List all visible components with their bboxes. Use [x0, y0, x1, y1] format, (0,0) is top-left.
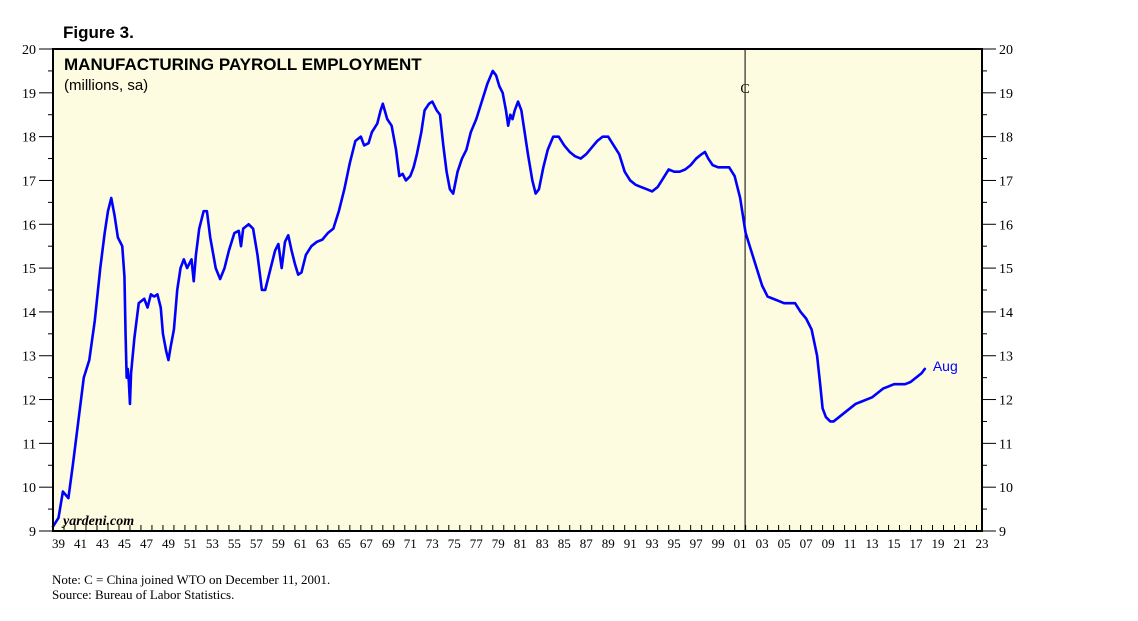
x-tick-label: 55 — [228, 536, 241, 551]
x-tick-label: 47 — [140, 536, 154, 551]
end-label: Aug — [933, 358, 958, 374]
x-tick-label: 23 — [976, 536, 989, 551]
y-tick-label-left: 20 — [22, 43, 36, 58]
x-tick-label: 57 — [250, 536, 264, 551]
y-axis-right: 9 10 11 12 13 14 15 16 17 18 19 20 — [982, 43, 1013, 540]
y-tick-label-left: 15 — [22, 262, 36, 277]
x-tick-label: 03 — [756, 536, 769, 551]
x-tick-label: 97 — [690, 536, 704, 551]
note-line: Note: C = China joined WTO on December 1… — [52, 572, 330, 587]
x-tick-label: 61 — [294, 536, 307, 551]
plot-frame — [52, 48, 983, 532]
x-tick-label: 51 — [184, 536, 197, 551]
x-tick-label: 85 — [558, 536, 571, 551]
x-tick-label: 07 — [800, 536, 814, 551]
x-tick-label: 45 — [118, 536, 131, 551]
source-line: Source: Bureau of Labor Statistics. — [52, 587, 234, 602]
y-tick-label-right: 20 — [999, 43, 1013, 58]
x-tick-label: 19 — [932, 536, 945, 551]
figure-label: Figure 3. — [63, 23, 134, 42]
x-tick-label: 59 — [272, 536, 285, 551]
x-tick-label: 73 — [426, 536, 439, 551]
x-tick-label: 49 — [162, 536, 175, 551]
y-tick-label-right: 11 — [999, 437, 1012, 452]
y-tick-label-right: 12 — [999, 394, 1013, 409]
x-axis: 39 41 43 45 47 49 51 53 55 57 59 61 63 65 67 69 71 73 75 77… — [52, 525, 989, 551]
y-tick-label-left: 12 — [22, 394, 36, 409]
annotation-label: C — [740, 82, 749, 97]
x-tick-label: 95 — [668, 536, 681, 551]
annotations: C — [740, 49, 750, 531]
x-tick-label: 93 — [646, 536, 659, 551]
x-tick-label: 41 — [74, 536, 87, 551]
x-tick-label: 21 — [954, 536, 967, 551]
x-tick-label: 99 — [712, 536, 725, 551]
x-tick-label: 43 — [96, 536, 109, 551]
y-tick-label-left: 16 — [22, 218, 36, 233]
x-tick-label: 11 — [844, 536, 857, 551]
y-tick-label-right: 19 — [999, 87, 1013, 102]
x-tick-label: 39 — [52, 536, 65, 551]
x-tick-label: 83 — [536, 536, 549, 551]
y-tick-label-left: 11 — [23, 437, 36, 452]
x-tick-label: 69 — [382, 536, 395, 551]
y-tick-label-left: 13 — [22, 350, 36, 365]
y-tick-label-right: 16 — [999, 218, 1013, 233]
chart-subtitle: (millions, sa) — [64, 77, 148, 94]
x-tick-label: 91 — [624, 536, 637, 551]
y-tick-label-right: 13 — [999, 350, 1013, 365]
chart-title: MANUFACTURING PAYROLL EMPLOYMENT — [64, 55, 422, 74]
x-tick-label: 79 — [492, 536, 505, 551]
y-axis-left: 9 10 11 12 13 14 15 16 17 18 19 20 — [22, 43, 53, 540]
x-tick-label: 89 — [602, 536, 615, 551]
x-tick-label: 53 — [206, 536, 219, 551]
x-tick-label: 63 — [316, 536, 329, 551]
series-line — [51, 69, 927, 528]
plot-area — [53, 49, 982, 531]
y-tick-label-right: 14 — [999, 306, 1013, 321]
y-tick-label-right: 17 — [999, 174, 1013, 189]
x-tick-label: 13 — [866, 536, 879, 551]
y-tick-label-left: 9 — [29, 525, 36, 540]
x-tick-label: 87 — [580, 536, 594, 551]
x-tick-label: 71 — [404, 536, 417, 551]
x-tick-label: 75 — [448, 536, 461, 551]
y-tick-label-left: 17 — [22, 174, 36, 189]
x-tick-label: 17 — [910, 536, 924, 551]
x-tick-label: 05 — [778, 536, 791, 551]
x-tick-label: 77 — [470, 536, 484, 551]
x-tick-label: 09 — [822, 536, 835, 551]
y-tick-label-left: 14 — [22, 306, 36, 321]
x-tick-label: 81 — [514, 536, 527, 551]
y-tick-label-left: 10 — [22, 481, 36, 496]
series-group — [51, 69, 927, 528]
watermark: yardeni.com — [61, 514, 134, 529]
y-tick-label-right: 15 — [999, 262, 1013, 277]
y-tick-label-left: 19 — [22, 87, 36, 102]
x-tick-label: 67 — [360, 536, 374, 551]
y-tick-label-right: 9 — [999, 525, 1006, 540]
x-tick-label: 65 — [338, 536, 351, 551]
x-tick-label: 15 — [888, 536, 901, 551]
y-tick-label-right: 10 — [999, 481, 1013, 496]
y-tick-label-left: 18 — [22, 131, 36, 146]
x-tick-label: 01 — [734, 536, 747, 551]
y-tick-label-right: 18 — [999, 131, 1013, 146]
